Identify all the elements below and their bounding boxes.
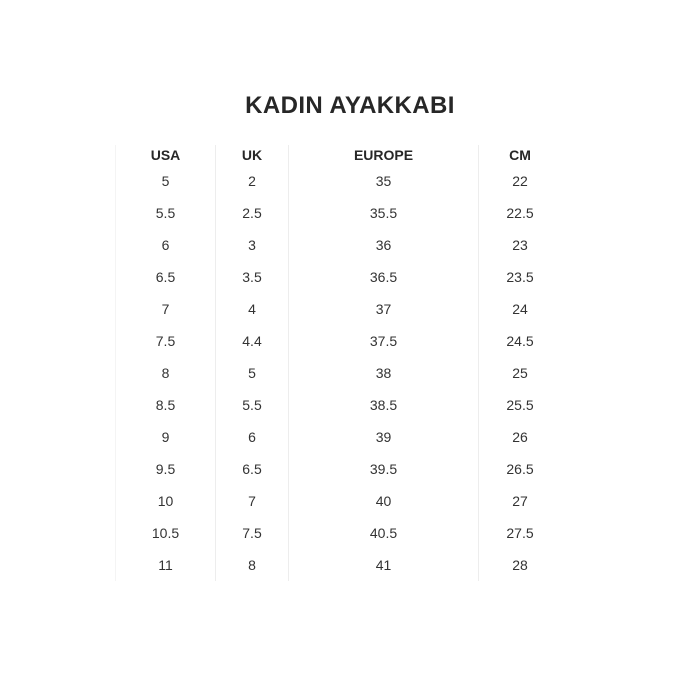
table-cell: 5.5: [155, 205, 176, 221]
table-cell: 40.5: [288, 517, 478, 549]
table-cell: 27: [478, 485, 561, 517]
column-header-cm: CM: [478, 145, 561, 165]
table-cell: 40: [288, 485, 478, 517]
table-cell: 36: [288, 229, 478, 261]
table-cell: 2.5: [215, 197, 288, 229]
table-cell: 8: [215, 549, 288, 581]
table-cell: 28: [478, 549, 561, 581]
table-cell: 9: [161, 429, 170, 445]
table-cell: 3.5: [215, 261, 288, 293]
table-cell: 11: [158, 557, 173, 573]
table-cell: 25: [478, 357, 561, 389]
table-cell: 10: [157, 493, 174, 509]
table-cell: 5: [215, 357, 288, 389]
table-cell: 24: [478, 293, 561, 325]
table-cell: 26.5: [478, 453, 561, 485]
table-cell: 7.5: [155, 333, 176, 349]
table-cell: 6.5: [155, 269, 176, 285]
table-cell: 23: [478, 229, 561, 261]
table-cell: 37: [288, 293, 478, 325]
table-cell: 38: [288, 357, 478, 389]
table-cell: 7: [161, 301, 170, 317]
table-cell: 35.5: [288, 197, 478, 229]
column-header-uk: UK: [215, 145, 288, 165]
size-table: USA UK EUROPE CM 5 2 35 22 5.5 2.5 35.5 22.5 6 3 3…: [115, 145, 561, 581]
table-cell: 6: [161, 237, 170, 253]
table-cell: 5.5: [215, 389, 288, 421]
table-cell: 37.5: [288, 325, 478, 357]
table-cell: 41: [288, 549, 478, 581]
table-cell: 25.5: [478, 389, 561, 421]
table-cell: 6: [215, 421, 288, 453]
table-cell: 10.5: [151, 525, 180, 541]
table-cell: 23.5: [478, 261, 561, 293]
table-cell: 8.5: [155, 397, 176, 413]
table-cell: 5: [161, 173, 170, 189]
table-cell: 7.5: [215, 517, 288, 549]
table-cell: 4.4: [215, 325, 288, 357]
table-cell: 7: [215, 485, 288, 517]
table-cell: 9.5: [155, 461, 176, 477]
table-cell: 26: [478, 421, 561, 453]
table-cell: 39: [288, 421, 478, 453]
table-cell: 22.5: [478, 197, 561, 229]
table-cell: 2: [215, 165, 288, 197]
table-cell: 39.5: [288, 453, 478, 485]
column-header-usa: USA: [150, 147, 181, 163]
page-title: KADIN AYAKKABI: [245, 92, 455, 119]
table-cell: 3: [215, 229, 288, 261]
table-cell: 27.5: [478, 517, 561, 549]
table-cell: 38.5: [288, 389, 478, 421]
table-cell: 4: [215, 293, 288, 325]
table-cell: 35: [288, 165, 478, 197]
table-cell: 8: [161, 365, 170, 381]
table-cell: 22: [478, 165, 561, 197]
table-cell: 24.5: [478, 325, 561, 357]
table-cell: 36.5: [288, 261, 478, 293]
table-cell: 6.5: [215, 453, 288, 485]
column-header-europe: EUROPE: [288, 145, 478, 165]
